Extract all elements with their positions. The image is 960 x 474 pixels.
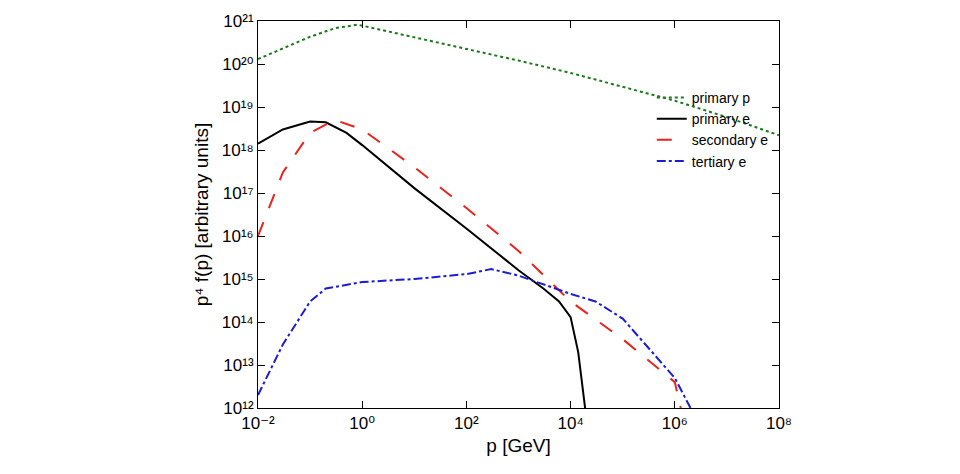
svg-text:p⁴ f(p) [arbitrary units]: p⁴ f(p) [arbitrary units] xyxy=(191,123,212,306)
svg-text:10⁻²: 10⁻² xyxy=(241,414,275,433)
svg-text:10¹²: 10¹² xyxy=(223,399,254,418)
svg-text:10⁶: 10⁶ xyxy=(662,414,688,433)
svg-text:primary p: primary p xyxy=(692,90,751,106)
svg-text:primary e: primary e xyxy=(692,111,751,127)
svg-text:10¹⁹: 10¹⁹ xyxy=(222,98,254,117)
svg-text:p [GeV]: p [GeV] xyxy=(486,435,550,456)
svg-text:10¹³: 10¹³ xyxy=(223,356,254,375)
svg-text:10¹⁶: 10¹⁶ xyxy=(222,227,254,246)
svg-text:10²¹: 10²¹ xyxy=(223,12,254,31)
svg-text:tertiary e: tertiary e xyxy=(692,154,747,170)
svg-text:10¹⁸: 10¹⁸ xyxy=(222,141,254,160)
svg-text:10¹⁵: 10¹⁵ xyxy=(222,270,254,289)
svg-text:10¹⁷: 10¹⁷ xyxy=(223,184,254,203)
svg-text:secondary e: secondary e xyxy=(692,132,768,148)
svg-text:10²⁰: 10²⁰ xyxy=(222,55,254,74)
svg-text:10²: 10² xyxy=(454,414,479,433)
svg-text:10⁰: 10⁰ xyxy=(349,414,375,433)
svg-text:10¹⁴: 10¹⁴ xyxy=(222,313,254,332)
svg-text:10⁴: 10⁴ xyxy=(557,414,583,433)
svg-text:10⁸: 10⁸ xyxy=(766,414,792,433)
